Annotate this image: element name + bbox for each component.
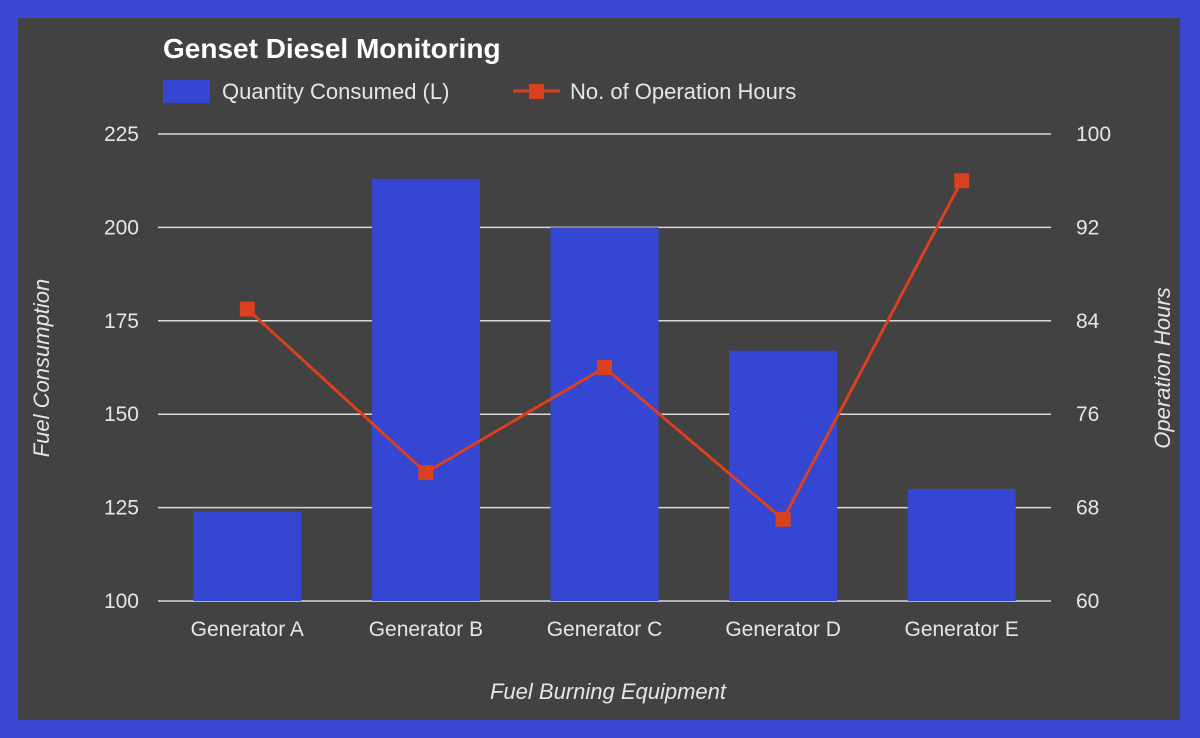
x-tick-label: Generator D bbox=[725, 618, 841, 641]
legend-bar-swatch bbox=[163, 80, 210, 103]
bar bbox=[193, 511, 302, 601]
y2-tick-label: 60 bbox=[1076, 590, 1099, 613]
x-tick-label: Generator C bbox=[547, 618, 663, 641]
x-tick-label: Generator B bbox=[369, 618, 483, 641]
legend-bar-label: Quantity Consumed (L) bbox=[222, 79, 449, 104]
legend-line-marker bbox=[529, 84, 544, 99]
x-tick-label: Generator E bbox=[904, 618, 1018, 641]
y-tick-label: 175 bbox=[104, 310, 139, 333]
tick-labels: 100 60 125 68 150 76 175 84 200 92 225 100 Generator… bbox=[104, 123, 1111, 641]
line-point bbox=[775, 511, 791, 527]
y-tick-label: 150 bbox=[104, 403, 139, 426]
line-point bbox=[597, 360, 612, 375]
chart-title: Genset Diesel Monitoring bbox=[163, 33, 501, 64]
chart-svg: Genset Diesel Monitoring Quantity Consum… bbox=[29, 33, 1175, 704]
bar bbox=[907, 488, 1016, 601]
line-point bbox=[954, 173, 970, 189]
y2-tick-label: 84 bbox=[1076, 310, 1100, 333]
y-tick-label: 200 bbox=[104, 216, 139, 239]
chart-frame: Genset Diesel Monitoring Quantity Consum… bbox=[18, 18, 1180, 720]
y2-tick-label: 76 bbox=[1076, 403, 1099, 426]
y2-tick-label: 68 bbox=[1076, 497, 1099, 520]
legend: Quantity Consumed (L) No. of Operation H… bbox=[163, 79, 796, 104]
y2-tick-label: 100 bbox=[1076, 123, 1111, 146]
bar-series bbox=[193, 178, 1016, 601]
y-tick-label: 100 bbox=[104, 590, 139, 613]
y-axis-title: Fuel Consumption bbox=[29, 279, 54, 458]
line-point bbox=[239, 301, 255, 317]
x-tick-label: Generator A bbox=[191, 618, 304, 641]
legend-line-label: No. of Operation Hours bbox=[570, 79, 796, 104]
bar bbox=[371, 178, 480, 601]
bar bbox=[729, 350, 838, 601]
y2-axis-title: Operation Hours bbox=[1150, 287, 1175, 448]
x-axis-title: Fuel Burning Equipment bbox=[490, 679, 727, 704]
y-tick-label: 225 bbox=[104, 123, 139, 146]
y-tick-label: 125 bbox=[104, 497, 139, 520]
line-series bbox=[239, 173, 970, 527]
y2-tick-label: 92 bbox=[1076, 216, 1099, 239]
line-point bbox=[418, 465, 434, 481]
bar bbox=[550, 227, 659, 601]
